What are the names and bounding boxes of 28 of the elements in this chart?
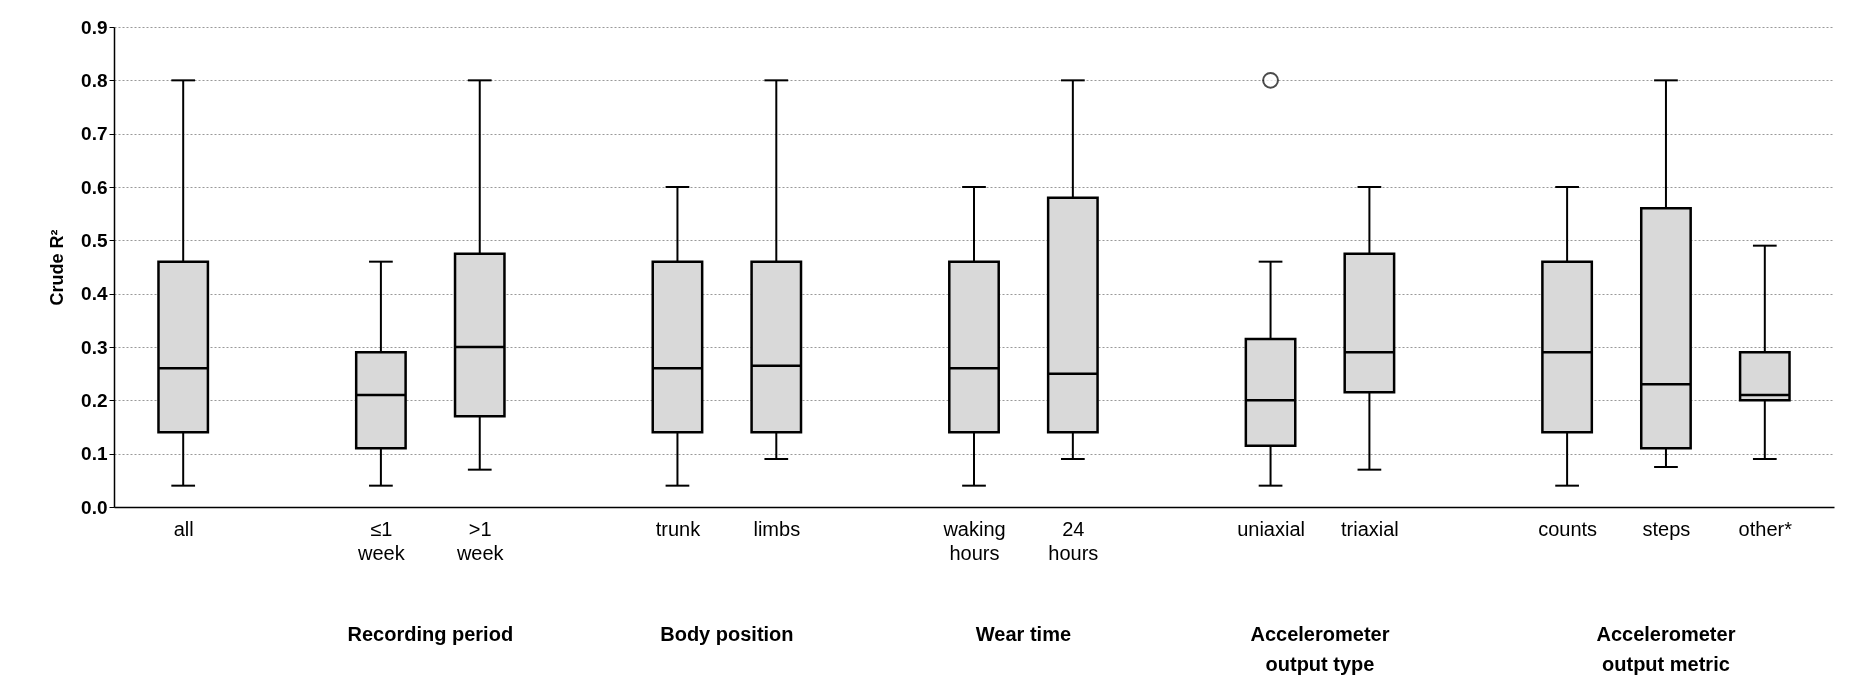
text: Wear time [975, 623, 1072, 645]
y-tick-label: 0.0 [81, 496, 108, 518]
x-tick-label: other* [1738, 517, 1793, 540]
text: Body position [660, 623, 794, 645]
x-tick-label: uniaxial [1237, 517, 1305, 540]
y-tick-label: 0.4 [81, 283, 108, 305]
x-tick-label: >1 week [455, 517, 505, 564]
text: Recording period [347, 623, 514, 645]
text: Accelerometer output metric [1596, 623, 1736, 675]
text: Accelerometer output type [1250, 623, 1390, 675]
x-tick-label: counts [1538, 517, 1598, 540]
y-tick-label: 0.7 [81, 123, 108, 145]
y-tick-label: 0.9 [81, 16, 108, 38]
x-tick-label: ≤1 week [357, 517, 406, 564]
y-tick-label: 0.3 [81, 336, 108, 358]
y-tick-label: 0.8 [81, 69, 108, 91]
y-tick-label: 0.1 [81, 443, 108, 465]
y-tick-label: 0.6 [81, 176, 108, 198]
x-tick-label: trunk [655, 517, 702, 540]
x-tick-label: waking hours [942, 517, 1006, 564]
y-tick-label: 0.2 [81, 389, 108, 411]
x-tick-label: limbs [753, 517, 801, 540]
x-tick-label: steps [1642, 517, 1691, 540]
x-tick-label: 24 hours [1048, 517, 1099, 564]
y-tick-label: 0.5 [81, 229, 108, 251]
y-axis-title: Crude R² [47, 229, 68, 306]
x-tick-label: triaxial [1341, 517, 1399, 540]
x-tick-label: all [173, 517, 194, 540]
